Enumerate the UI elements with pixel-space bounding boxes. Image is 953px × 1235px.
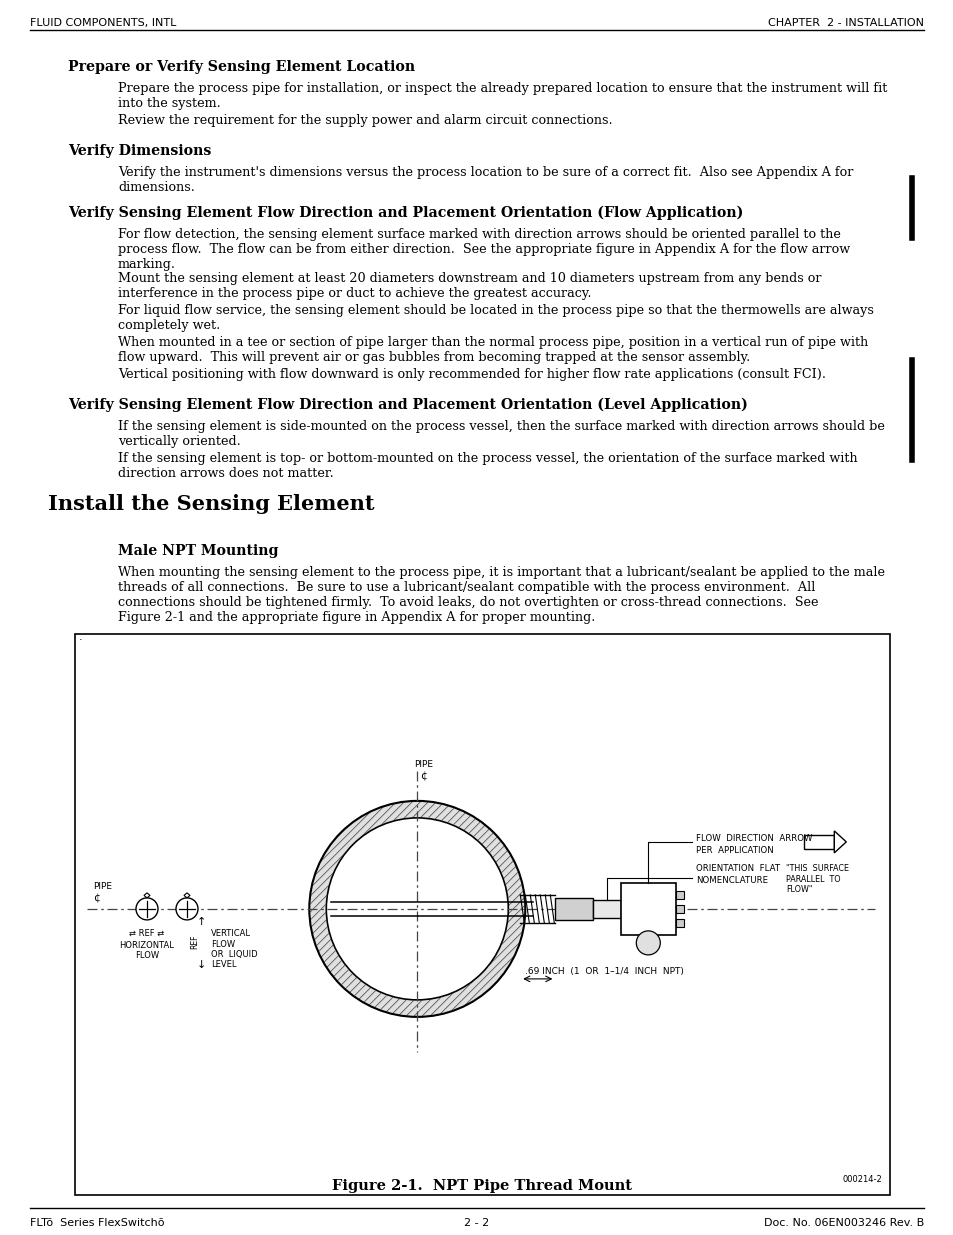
Text: For flow detection, the sensing element surface marked with direction arrows sho: For flow detection, the sensing element … xyxy=(118,228,849,270)
Text: Install the Sensing Element: Install the Sensing Element xyxy=(48,494,375,514)
Text: FLOW": FLOW" xyxy=(785,885,812,894)
Text: PIPE: PIPE xyxy=(414,760,433,769)
Text: Prepare the process pipe for installation, or inspect the already prepared locat: Prepare the process pipe for installatio… xyxy=(118,82,886,110)
Text: OR  LIQUID: OR LIQUID xyxy=(211,950,257,958)
Circle shape xyxy=(309,800,525,1016)
Text: 2 - 2: 2 - 2 xyxy=(464,1218,489,1228)
Text: Vertical positioning with flow downward is only recommended for higher flow rate: Vertical positioning with flow downward … xyxy=(118,368,825,382)
Text: Verify Dimensions: Verify Dimensions xyxy=(68,144,212,158)
Text: PER  APPLICATION: PER APPLICATION xyxy=(696,846,773,855)
Text: 000214-2: 000214-2 xyxy=(841,1174,882,1184)
Text: Male NPT Mounting: Male NPT Mounting xyxy=(118,543,278,558)
Bar xyxy=(676,919,683,927)
Text: FLUID COMPONENTS, INTL: FLUID COMPONENTS, INTL xyxy=(30,19,176,28)
Text: PARALLEL  TO: PARALLEL TO xyxy=(785,874,840,884)
Text: ORIENTATION  FLAT: ORIENTATION FLAT xyxy=(696,864,780,873)
Text: Mount the sensing element at least 20 diameters downstream and 10 diameters upst: Mount the sensing element at least 20 di… xyxy=(118,272,821,300)
Text: ⇄ REF ⇄: ⇄ REF ⇄ xyxy=(130,929,165,937)
Text: NOMENCLATURE: NOMENCLATURE xyxy=(696,876,767,885)
Bar xyxy=(620,883,676,935)
Text: Doc. No. 06EN003246 Rev. B: Doc. No. 06EN003246 Rev. B xyxy=(763,1218,923,1228)
Circle shape xyxy=(636,931,659,955)
Text: REF: REF xyxy=(190,935,199,950)
Bar xyxy=(676,905,683,913)
Text: For liquid flow service, the sensing element should be located in the process pi: For liquid flow service, the sensing ele… xyxy=(118,304,873,332)
Circle shape xyxy=(175,898,198,920)
Text: When mounted in a tee or section of pipe larger than the normal process pipe, po: When mounted in a tee or section of pipe… xyxy=(118,336,867,364)
Circle shape xyxy=(136,898,158,920)
Text: When mounting the sensing element to the process pipe, it is important that a lu: When mounting the sensing element to the… xyxy=(118,566,884,624)
Text: Verify Sensing Element Flow Direction and Placement Orientation (Flow Applicatio: Verify Sensing Element Flow Direction an… xyxy=(68,206,742,220)
Text: Figure 2-1.  NPT Pipe Thread Mount: Figure 2-1. NPT Pipe Thread Mount xyxy=(333,1179,632,1193)
Text: FLOW: FLOW xyxy=(211,940,234,948)
Bar xyxy=(555,898,593,920)
Text: Verify the instrument's dimensions versus the process location to be sure of a c: Verify the instrument's dimensions versu… xyxy=(118,165,853,194)
Text: ↑: ↑ xyxy=(196,916,206,927)
Text: CHAPTER  2 - INSTALLATION: CHAPTER 2 - INSTALLATION xyxy=(767,19,923,28)
Text: LEVEL: LEVEL xyxy=(211,960,236,969)
Text: FLOW: FLOW xyxy=(134,951,159,960)
Text: .: . xyxy=(79,632,83,642)
Circle shape xyxy=(326,818,508,1000)
Bar xyxy=(676,890,683,899)
Bar xyxy=(803,835,834,848)
Text: VERTICAL: VERTICAL xyxy=(211,929,251,937)
Text: FLOW  DIRECTION  ARROW: FLOW DIRECTION ARROW xyxy=(696,834,812,844)
Text: ¢: ¢ xyxy=(419,771,426,781)
Text: ↓: ↓ xyxy=(196,960,206,969)
Polygon shape xyxy=(834,831,845,853)
Bar xyxy=(593,900,620,918)
Text: Review the requirement for the supply power and alarm circuit connections.: Review the requirement for the supply po… xyxy=(118,114,612,127)
Text: Prepare or Verify Sensing Element Location: Prepare or Verify Sensing Element Locati… xyxy=(68,61,415,74)
Text: .69 INCH  (1  OR  1–1/4  INCH  NPT): .69 INCH (1 OR 1–1/4 INCH NPT) xyxy=(525,967,683,976)
Text: ¢: ¢ xyxy=(92,893,100,903)
Text: "THIS  SURFACE: "THIS SURFACE xyxy=(785,864,848,873)
Text: If the sensing element is side-mounted on the process vessel, then the surface m: If the sensing element is side-mounted o… xyxy=(118,420,884,448)
Text: If the sensing element is top- or bottom-mounted on the process vessel, the orie: If the sensing element is top- or bottom… xyxy=(118,452,857,480)
Text: HORIZONTAL: HORIZONTAL xyxy=(119,941,174,950)
Text: Verify Sensing Element Flow Direction and Placement Orientation (Level Applicati: Verify Sensing Element Flow Direction an… xyxy=(68,398,747,412)
Text: FLTõ  Series FlexSwitchõ: FLTõ Series FlexSwitchõ xyxy=(30,1218,164,1228)
Text: PIPE: PIPE xyxy=(92,882,112,890)
Bar xyxy=(75,634,889,1195)
